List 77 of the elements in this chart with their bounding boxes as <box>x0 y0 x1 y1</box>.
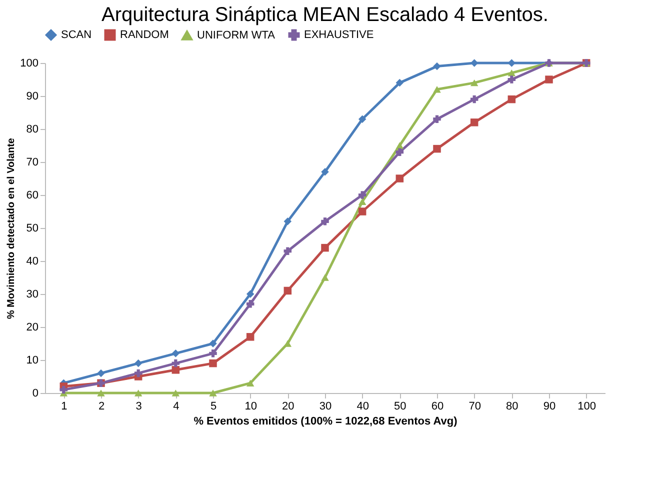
point <box>321 274 329 281</box>
point <box>358 191 366 199</box>
point <box>97 369 105 378</box>
legend-label: EXHAUSTIVE <box>304 29 374 41</box>
point <box>396 78 404 87</box>
y-tick-label: 0 <box>32 388 38 400</box>
point <box>284 247 292 255</box>
point <box>209 390 217 396</box>
point <box>321 218 329 226</box>
legend-label: RANDOM <box>120 29 169 41</box>
x-tick-label: 80 <box>506 400 518 412</box>
point <box>508 95 516 104</box>
x-tick-label: 50 <box>394 400 406 412</box>
point <box>358 115 366 123</box>
point <box>246 300 254 308</box>
point <box>172 359 180 368</box>
point <box>508 76 516 84</box>
point <box>209 359 217 368</box>
point <box>358 208 366 216</box>
legend-label: UNIFORM WTA <box>197 29 276 42</box>
x-tick-label: 40 <box>356 400 369 412</box>
point <box>433 144 441 153</box>
x-tick-label: 60 <box>431 400 444 412</box>
y-axis-title: % Movimiento detectado en el Volante <box>6 138 18 319</box>
point <box>396 174 404 182</box>
point <box>545 76 553 84</box>
point <box>396 148 404 156</box>
point <box>172 350 180 358</box>
x-tick-label: 20 <box>282 400 294 412</box>
point <box>246 333 254 341</box>
point <box>321 244 329 252</box>
x-tick-label: 10 <box>244 400 257 412</box>
point <box>508 70 516 76</box>
point <box>246 380 254 386</box>
point <box>470 95 478 104</box>
point <box>172 390 180 396</box>
point <box>284 286 292 295</box>
point <box>433 115 441 123</box>
y-tick-label: 60 <box>26 190 38 202</box>
x-tick-label: 1 <box>61 400 68 412</box>
x-tick-label: 4 <box>173 400 180 412</box>
y-tick-label: 10 <box>26 354 38 366</box>
legend-label: SCAN <box>61 29 92 41</box>
x-tick-label: 100 <box>578 400 596 412</box>
point <box>321 168 329 176</box>
point <box>134 359 142 368</box>
point <box>470 79 478 86</box>
point <box>284 218 292 226</box>
y-tick-label: 70 <box>26 156 38 168</box>
point <box>60 386 68 394</box>
point <box>134 369 142 378</box>
point <box>470 118 478 126</box>
x-tick-label: 3 <box>136 400 142 412</box>
point <box>97 390 105 396</box>
x-tick-label: 2 <box>98 400 105 412</box>
y-tick-label: 30 <box>26 288 38 300</box>
x-tick-label: 5 <box>210 400 217 412</box>
x-tick-label: 90 <box>543 400 556 412</box>
point <box>134 390 142 396</box>
point <box>358 198 366 205</box>
point <box>433 62 441 70</box>
point <box>246 290 254 298</box>
point <box>396 142 404 149</box>
chart-title: Arquitectura Sináptica MEAN Escalado 4 Eventos. <box>102 4 548 26</box>
x-tick-label: 70 <box>468 400 481 412</box>
y-tick-label: 100 <box>20 58 38 70</box>
point <box>433 86 441 93</box>
x-tick-label: 30 <box>319 400 332 412</box>
y-tick-label: 50 <box>26 222 38 234</box>
x-axis-title: % Eventos emitidos (100% = 1022,68 Eventos Avg) <box>194 416 458 428</box>
y-tick-label: 20 <box>26 322 38 334</box>
point <box>209 340 217 348</box>
point <box>172 366 180 374</box>
y-tick-label: 90 <box>26 90 38 102</box>
y-tick-label: 80 <box>26 124 38 136</box>
point <box>209 350 217 358</box>
y-tick-label: 40 <box>26 256 38 268</box>
